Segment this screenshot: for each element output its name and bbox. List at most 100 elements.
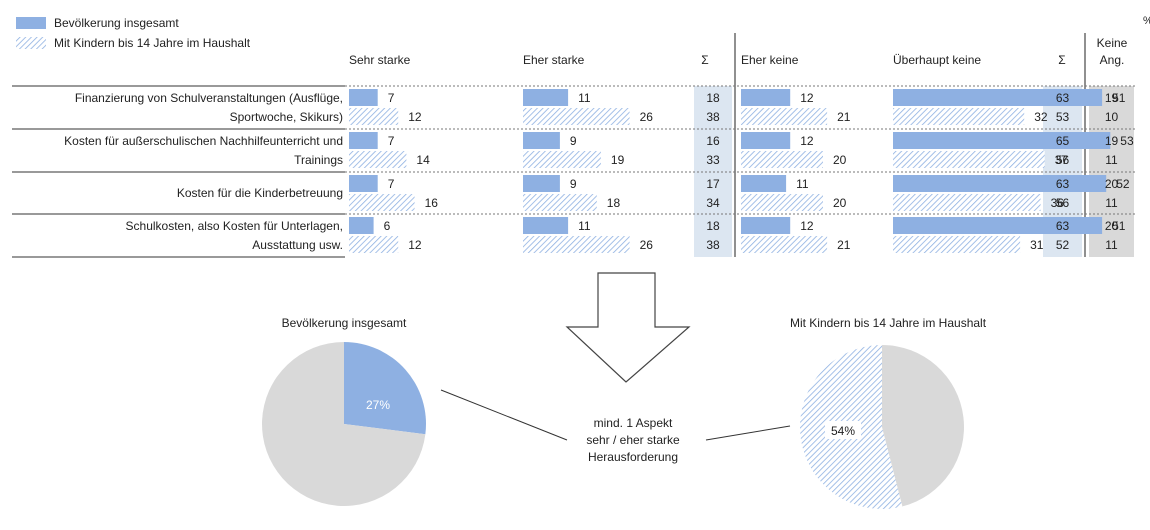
category-label: Kosten für außerschulischen Nachhilfeunt… — [64, 134, 343, 148]
bar-gesamt-ueberhaupt — [893, 132, 1111, 149]
bar-gesamt-eher — [523, 132, 560, 149]
value-sum_stark: 38 — [706, 238, 720, 252]
col-header-keine_ang: Ang. — [1100, 53, 1125, 67]
data-label-eher: 18 — [607, 196, 621, 210]
category-label: Schulkosten, also Kosten für Unterlagen, — [126, 219, 343, 233]
bar-kinder-eher_keine — [741, 151, 823, 168]
data-label-eher: 11 — [578, 91, 591, 105]
pie-kinder-slice-2 — [882, 345, 964, 507]
bar-kinder-sehr — [349, 194, 415, 211]
data-label-sehr: 7 — [388, 177, 395, 191]
legend-swatch-1 — [16, 17, 46, 29]
data-label-sehr: 14 — [416, 153, 430, 167]
value-sum_keine: 63 — [1056, 91, 1070, 105]
pie-gesamt-slice-1 — [344, 342, 426, 435]
data-label-sehr: 6 — [384, 219, 391, 233]
bar-gesamt-ueberhaupt — [893, 175, 1107, 192]
value-keine_ang: 20 — [1105, 219, 1119, 233]
bar-kinder-ueberhaupt — [893, 108, 1025, 125]
data-label-sehr: 16 — [425, 196, 439, 210]
value-sum_stark: 16 — [706, 134, 720, 148]
data-label-eher_keine: 20 — [833, 153, 847, 167]
data-label-sehr: 12 — [408, 238, 422, 252]
percent-sign: % — [1143, 15, 1150, 27]
pie-label-gesamt: 27% — [366, 398, 390, 412]
value-sum_stark: 18 — [706, 219, 720, 233]
col-header-sum_stark: Σ — [701, 53, 708, 67]
bar-kinder-eher — [523, 194, 597, 211]
connector-line — [705, 425, 791, 441]
data-label-eher: 9 — [570, 177, 577, 191]
bar-gesamt-ueberhaupt — [893, 217, 1103, 234]
down-arrow-shape — [565, 272, 691, 383]
bar-gesamt-sehr — [349, 175, 378, 192]
bar-kinder-sehr — [349, 151, 407, 168]
data-label-eher_keine: 12 — [800, 91, 814, 105]
category-label: Finanzierung von Schulveranstaltungen (A… — [75, 91, 343, 105]
data-label-eher_keine: 20 — [833, 196, 847, 210]
col-header-ueberhaupt: Überhaupt keine — [893, 53, 981, 67]
value-sum_keine: 65 — [1056, 134, 1070, 148]
pie-label-kinder-bg — [825, 421, 861, 439]
data-label-sehr: 7 — [388, 91, 395, 105]
bar-gesamt-sehr — [349, 132, 378, 149]
bar-kinder-eher_keine — [741, 194, 823, 211]
value-sum_stark: 18 — [706, 91, 720, 105]
value-sum_keine: 56 — [1056, 153, 1070, 167]
col-header-sehr: Sehr starke — [349, 53, 411, 67]
data-label-eher: 26 — [640, 238, 654, 252]
pie-label-kinder: 54% — [831, 424, 855, 438]
value-sum_stark: 34 — [706, 196, 720, 210]
col-header-eher: Eher starke — [523, 53, 585, 67]
data-label-eher: 11 — [578, 219, 591, 233]
data-label-eher_keine: 21 — [837, 238, 851, 252]
bar-gesamt-eher_keine — [741, 175, 787, 192]
pie-title-gesamt: Bevölkerung insgesamt — [282, 316, 407, 330]
value-keine_ang: 19 — [1105, 91, 1119, 105]
data-label-eher: 26 — [640, 110, 654, 124]
value-sum_keine: 63 — [1056, 219, 1070, 233]
data-label-eher_keine: 12 — [800, 134, 814, 148]
annotation-text: Herausforderung — [588, 450, 678, 464]
data-label-eher: 9 — [570, 134, 577, 148]
bar-kinder-sehr — [349, 236, 399, 253]
bar-gesamt-eher — [523, 217, 569, 234]
annotation-text: sehr / eher starke — [586, 433, 680, 447]
data-label-ueberhaupt: 32 — [1034, 110, 1048, 124]
category-label: Kosten für die Kinderbetreuung — [177, 186, 343, 200]
value-keine_ang: 11 — [1105, 238, 1118, 252]
data-label-ueberhaupt: 36 — [1051, 196, 1065, 210]
value-sum_keine: 52 — [1056, 238, 1070, 252]
data-label-ueberhaupt: 53 — [1120, 134, 1134, 148]
value-keine_ang: 19 — [1105, 134, 1119, 148]
value-keine_ang: 11 — [1105, 196, 1118, 210]
value-sum_stark: 38 — [706, 110, 720, 124]
data-label-sehr: 7 — [388, 134, 395, 148]
pie-gesamt-slice-2 — [261, 342, 426, 506]
bar-kinder-eher_keine — [741, 236, 828, 253]
bar-kinder-ueberhaupt — [893, 236, 1021, 253]
pie-title-kinder: Mit Kindern bis 14 Jahre im Haushalt — [790, 316, 987, 330]
value-sum_stark: 33 — [706, 153, 720, 167]
category-label: Ausstattung usw. — [252, 238, 343, 252]
category-label: Sportwoche, Skikurs) — [230, 110, 343, 124]
value-sum_keine: 56 — [1056, 196, 1070, 210]
legend-label-2: Mit Kindern bis 14 Jahre im Haushalt — [54, 36, 251, 50]
bar-gesamt-ueberhaupt — [893, 89, 1103, 106]
value-keine_ang: 11 — [1105, 153, 1118, 167]
value-sum_keine: 63 — [1056, 177, 1070, 191]
bar-kinder-ueberhaupt — [893, 151, 1045, 168]
bar-gesamt-eher_keine — [741, 217, 791, 234]
bar-gesamt-eher_keine — [741, 132, 791, 149]
category-label: Trainings — [294, 153, 343, 167]
bar-gesamt-eher — [523, 175, 560, 192]
value-sum_stark: 17 — [706, 177, 720, 191]
bar-kinder-eher_keine — [741, 108, 828, 125]
bar-gesamt-sehr — [349, 217, 374, 234]
bar-kinder-eher — [523, 151, 601, 168]
data-label-ueberhaupt: 37 — [1055, 153, 1069, 167]
value-keine_ang: 10 — [1105, 110, 1119, 124]
connector-line — [440, 389, 568, 441]
